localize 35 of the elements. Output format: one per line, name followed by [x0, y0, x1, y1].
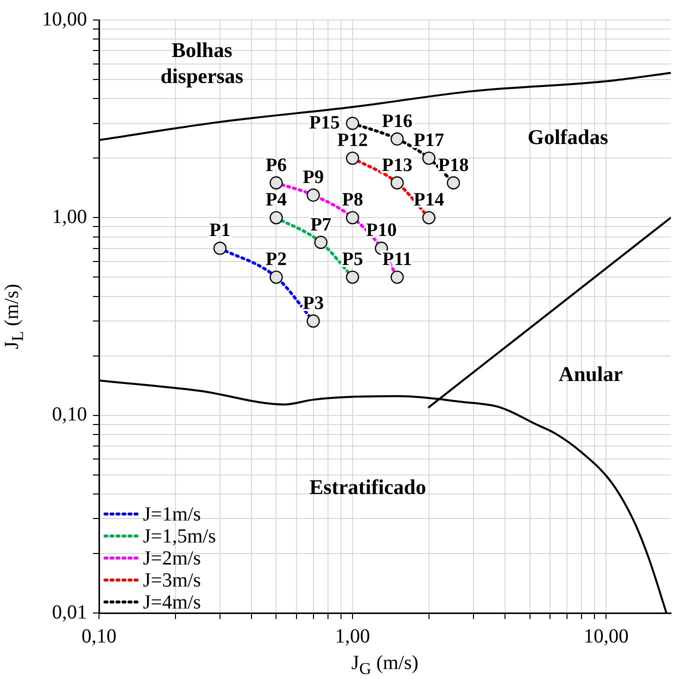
annotation: P14: [414, 190, 445, 211]
annotation: P3: [302, 292, 324, 314]
legend-label: J=3m/s: [143, 569, 202, 592]
annotation: P4: [266, 190, 288, 211]
annotation: P17: [414, 130, 445, 152]
annotation: P2: [266, 249, 287, 270]
annotation: P12: [337, 130, 368, 152]
legend-label: J=1,5m/s: [143, 525, 216, 548]
annotation: P16: [382, 110, 412, 132]
annotation: P6: [266, 154, 287, 176]
annotation: P18: [438, 154, 469, 176]
annotation: Golfadas: [528, 125, 608, 150]
annotation: P11: [382, 249, 412, 270]
annotation: P7: [310, 214, 332, 236]
x-tick-label: 1,00: [335, 625, 370, 648]
y-tick-label: 1,00: [52, 206, 87, 228]
legend-label: J=1m/s: [143, 503, 202, 526]
legend-label: J=4m/s: [143, 591, 202, 614]
annotation: P10: [366, 220, 397, 242]
annotation: P15: [309, 112, 340, 134]
annotation: P8: [342, 190, 364, 211]
y-tick-label: 0,10: [52, 404, 87, 426]
legend-label: J=2m/s: [143, 547, 202, 570]
annotation: P1: [209, 220, 231, 242]
annotation: Anular: [558, 362, 623, 386]
annotation: P9: [302, 167, 324, 188]
y-tick-label: 10,00: [42, 8, 87, 30]
x-tick-label: 0,10: [82, 625, 116, 648]
annotation: Estratificado: [309, 474, 426, 499]
annotation: Bolhas dispersas: [160, 38, 244, 88]
y-tick-label: 0,01: [52, 601, 87, 624]
x-axis-title: J$_{G}$ (m/s): [351, 652, 418, 679]
annotation: P5: [342, 249, 364, 270]
annotation: P13: [382, 154, 412, 176]
x-tick-label: 10,00: [584, 625, 629, 648]
